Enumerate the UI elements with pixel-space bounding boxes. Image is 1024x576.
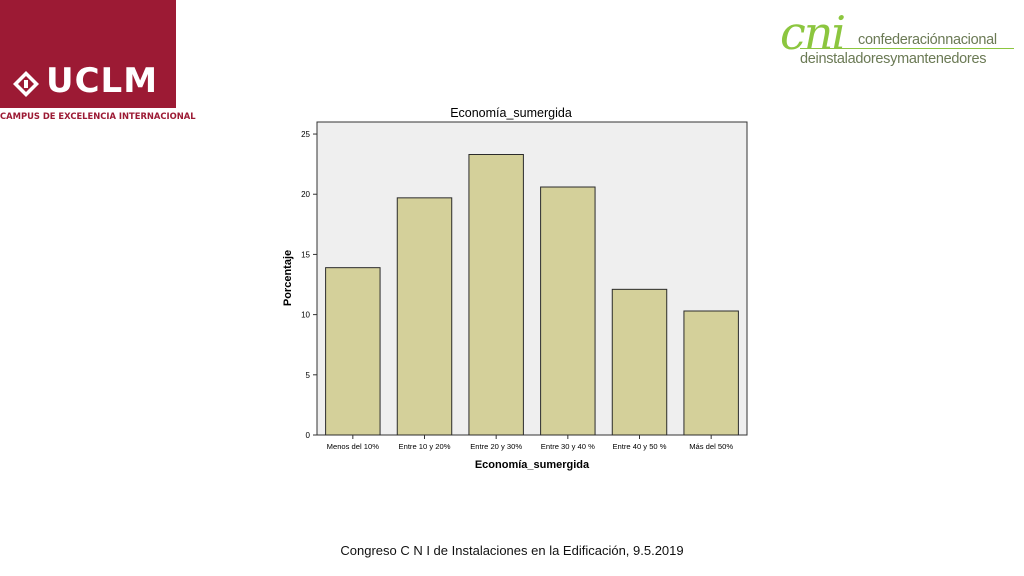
x-tick-label: Entre 20 y 30% — [470, 442, 522, 451]
bar-4 — [611, 288, 668, 436]
plot-area — [316, 121, 748, 436]
uclm-logo-text: UCLM — [46, 61, 159, 101]
bar-2 — [468, 154, 524, 436]
x-tick-label: Entre 40 y 50 % — [612, 442, 666, 451]
y-tick-label: 20 — [301, 190, 310, 199]
y-tick-label: 25 — [301, 130, 310, 139]
bar-1 — [396, 197, 453, 436]
y-tick-label: 15 — [301, 250, 310, 259]
bar-0 — [325, 267, 381, 436]
y-tick-label: 0 — [306, 431, 311, 440]
y-tick-label: 5 — [306, 371, 311, 380]
cni-logo: cni confederaciónnacional deinstaladores… — [780, 10, 1020, 72]
cni-logo-line2: deinstaladoresymantenedores — [800, 51, 987, 67]
chart-title: Economía_sumergida — [450, 106, 572, 120]
cni-logo-mark: cni — [780, 6, 846, 60]
bars — [325, 154, 739, 436]
x-axis-label: Economía_sumergida — [475, 459, 590, 471]
bar-chart: Economía_sumergida 0 5 10 15 20 25 Menos del … — [282, 106, 748, 471]
bar-5 — [683, 310, 739, 436]
cni-logo-rule — [800, 48, 1014, 49]
uclm-emblem-icon — [13, 71, 39, 97]
uclm-logo-box: UCLM — [0, 0, 176, 108]
x-tick-label: Entre 10 y 20% — [399, 442, 451, 451]
x-tick-labels: Menos del 10% Entre 10 y 20% Entre 20 y 30… — [327, 435, 733, 451]
x-tick-label: Entre 30 y 40 % — [541, 442, 595, 451]
y-axis-label: Porcentaje — [282, 250, 294, 306]
y-axis: 0 5 10 15 20 25 — [301, 130, 317, 440]
x-tick-label: Más del 50% — [689, 442, 733, 451]
x-tick-label: Menos del 10% — [327, 442, 380, 451]
bar-3 — [540, 186, 596, 436]
y-tick-label: 10 — [301, 311, 310, 320]
uclm-subtitle: CAMPUS DE EXCELENCIA INTERNACIONAL — [0, 111, 196, 121]
footer-text: Congreso C N I de Instalaciones en la Ed… — [340, 543, 684, 558]
cni-logo-line1: confederaciónnacional — [858, 32, 997, 48]
